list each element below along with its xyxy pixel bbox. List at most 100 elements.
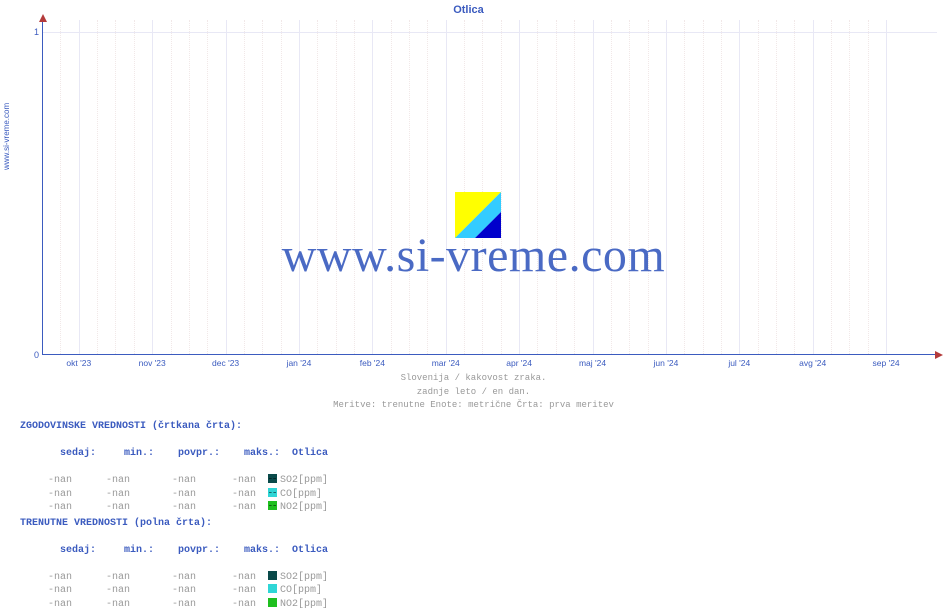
cell-param: NO2[ppm] (256, 501, 326, 515)
x-tick-label: apr '24 (506, 358, 532, 368)
chart-plot-area: 01 okt '23nov '23dec '23jan '24feb '24ma… (42, 20, 937, 355)
col-povpr: povpr.: (154, 447, 220, 461)
table-row: -nan-nan-nan-nanCO[ppm] (20, 584, 350, 598)
param-label: CO[ppm] (280, 585, 322, 596)
col-maks: maks.: (220, 447, 280, 461)
param-label: SO2[ppm] (280, 572, 328, 583)
x-gridline-minor (574, 20, 575, 354)
y-gridline (43, 32, 937, 33)
col-loc: Otlica (280, 447, 350, 461)
cell-povpr: -nan (130, 474, 196, 488)
x-gridline-minor (611, 20, 612, 354)
cell-param: CO[ppm] (256, 584, 326, 598)
x-tick-label: dec '23 (212, 358, 239, 368)
x-gridline-minor (134, 20, 135, 354)
cell-maks: -nan (196, 501, 256, 515)
table-row: -nan-nan-nan-nanSO2[ppm] (20, 571, 350, 585)
series-swatch-icon (268, 571, 277, 580)
x-tick-label: mar '24 (432, 358, 460, 368)
data-tables: ZGODOVINSKE VREDNOSTI (črtkana črta): se… (20, 420, 350, 611)
series-swatch-icon (268, 488, 277, 497)
y-tick-label: 0 (34, 350, 39, 360)
x-gridline-minor (831, 20, 832, 354)
table-row: -nan-nan-nan-nanNO2[ppm] (20, 501, 350, 515)
x-gridline-minor (115, 20, 116, 354)
cell-povpr: -nan (130, 501, 196, 515)
series-swatch-icon (268, 598, 277, 607)
col-maks: maks.: (220, 544, 280, 558)
cell-min: -nan (72, 584, 130, 598)
cell-maks: -nan (196, 584, 256, 598)
table-row: -nan-nan-nan-nanCO[ppm] (20, 488, 350, 502)
param-label: CO[ppm] (280, 489, 322, 500)
param-label: NO2[ppm] (280, 502, 328, 513)
cell-param: SO2[ppm] (256, 474, 326, 488)
cell-maks: -nan (196, 488, 256, 502)
x-gridline-minor (281, 20, 282, 354)
x-gridline-major (593, 20, 594, 354)
x-tick-label: avg '24 (799, 358, 826, 368)
cell-min: -nan (72, 488, 130, 502)
x-gridline-minor (244, 20, 245, 354)
cell-sedaj: -nan (20, 598, 72, 611)
y-tick-label: 1 (34, 27, 39, 37)
chart-caption: Slovenija / kakovost zraka. zadnje leto … (0, 372, 947, 413)
x-tick-label: jul '24 (728, 358, 750, 368)
col-sedaj: sedaj: (44, 544, 96, 558)
caption-line-2: zadnje leto / en dan. (0, 386, 947, 400)
col-loc: Otlica (280, 544, 350, 558)
cell-min: -nan (72, 474, 130, 488)
x-gridline-minor (97, 20, 98, 354)
x-gridline-major (813, 20, 814, 354)
x-gridline-minor (684, 20, 685, 354)
cell-povpr: -nan (130, 584, 196, 598)
cell-povpr: -nan (130, 488, 196, 502)
x-axis-arrow (935, 351, 943, 359)
x-gridline-minor (427, 20, 428, 354)
x-gridline-major (739, 20, 740, 354)
x-gridline-major (446, 20, 447, 354)
table-row: -nan-nan-nan-nanSO2[ppm] (20, 474, 350, 488)
x-tick-label: okt '23 (66, 358, 91, 368)
x-tick-label: maj '24 (579, 358, 606, 368)
x-gridline-minor (391, 20, 392, 354)
cell-maks: -nan (196, 571, 256, 585)
x-gridline-minor (501, 20, 502, 354)
cell-param: SO2[ppm] (256, 571, 326, 585)
x-gridline-minor (703, 20, 704, 354)
caption-line-3: Meritve: trenutne Enote: metrične Črta: … (0, 399, 947, 413)
x-gridline-major (519, 20, 520, 354)
x-tick-label: jun '24 (654, 358, 679, 368)
cell-povpr: -nan (130, 571, 196, 585)
x-gridline-minor (409, 20, 410, 354)
x-gridline-major (886, 20, 887, 354)
x-gridline-major (372, 20, 373, 354)
y-axis-arrow (39, 14, 47, 22)
x-gridline-minor (207, 20, 208, 354)
x-gridline-minor (537, 20, 538, 354)
cell-param: NO2[ppm] (256, 598, 326, 611)
x-gridline-minor (60, 20, 61, 354)
x-gridline-minor (648, 20, 649, 354)
x-gridline-major (79, 20, 80, 354)
cell-sedaj: -nan (20, 571, 72, 585)
cell-povpr: -nan (130, 598, 196, 611)
cell-min: -nan (72, 571, 130, 585)
x-tick-label: nov '23 (139, 358, 166, 368)
cell-maks: -nan (196, 598, 256, 611)
x-gridline-minor (794, 20, 795, 354)
x-gridline-minor (262, 20, 263, 354)
cell-min: -nan (72, 501, 130, 515)
series-swatch-icon (268, 584, 277, 593)
x-tick-label: feb '24 (360, 358, 385, 368)
x-gridline-minor (868, 20, 869, 354)
x-gridline-minor (482, 20, 483, 354)
cell-sedaj: -nan (20, 474, 72, 488)
cell-min: -nan (72, 598, 130, 611)
cell-maks: -nan (196, 474, 256, 488)
x-gridline-minor (464, 20, 465, 354)
side-source-label: www.si-vreme.com (2, 103, 11, 170)
cell-sedaj: -nan (20, 488, 72, 502)
x-gridline-minor (758, 20, 759, 354)
col-povpr: povpr.: (154, 544, 220, 558)
